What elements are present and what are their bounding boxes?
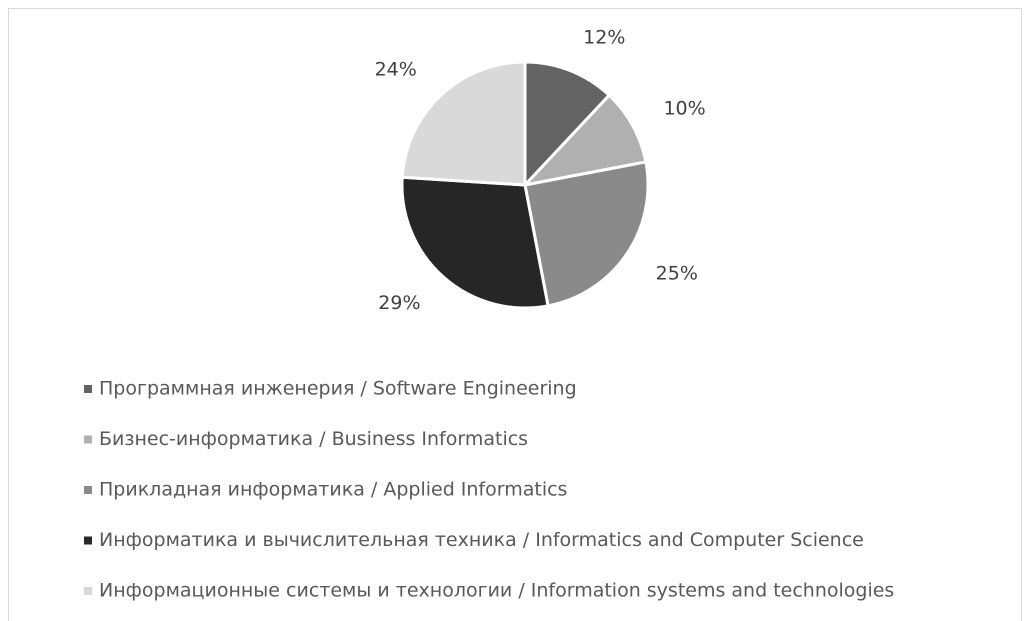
- legend-label: Бизнес-информатика / Business Informatic…: [99, 428, 528, 450]
- data-label: 29%: [378, 292, 420, 314]
- data-label: 10%: [663, 97, 705, 119]
- legend-swatch: [84, 536, 92, 545]
- legend-label: Прикладная информатика / Applied Informa…: [99, 479, 567, 501]
- legend-swatch: [84, 435, 92, 444]
- data-label: 24%: [375, 58, 417, 80]
- legend-swatch: [84, 385, 92, 393]
- pie-slice: [400, 60, 527, 187]
- legend-label: Информатика и вычислительная техника / I…: [99, 529, 864, 551]
- legend-label: Программная инженерия / Software Enginee…: [99, 378, 577, 400]
- pie-slice: [523, 60, 611, 187]
- data-label: 25%: [656, 262, 698, 284]
- legend-label: Информационные системы и технологии / In…: [99, 580, 894, 602]
- legend-swatch: [84, 587, 92, 595]
- pie-slice: [523, 160, 650, 308]
- legend-swatch: [84, 486, 92, 494]
- chart-border: [8, 8, 1022, 621]
- pie-slice: [400, 175, 550, 310]
- data-label: 12%: [583, 27, 625, 49]
